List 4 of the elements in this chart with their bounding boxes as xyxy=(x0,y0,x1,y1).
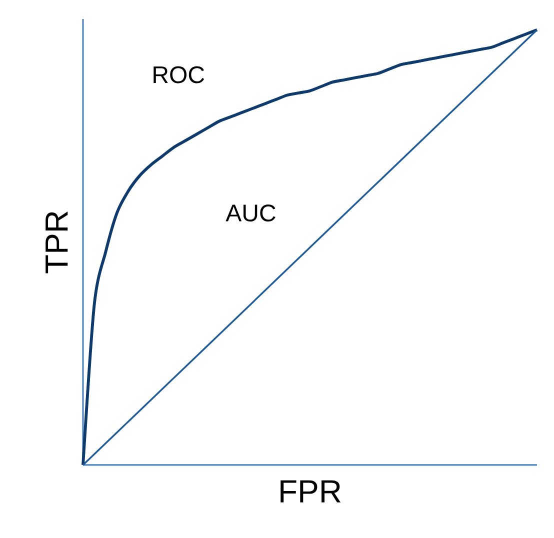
annotation: AUC xyxy=(226,204,276,222)
x-axis-title: FPR xyxy=(280,480,341,502)
annotation: ROC xyxy=(154,66,204,84)
y-axis-title: TPR xyxy=(46,211,68,274)
